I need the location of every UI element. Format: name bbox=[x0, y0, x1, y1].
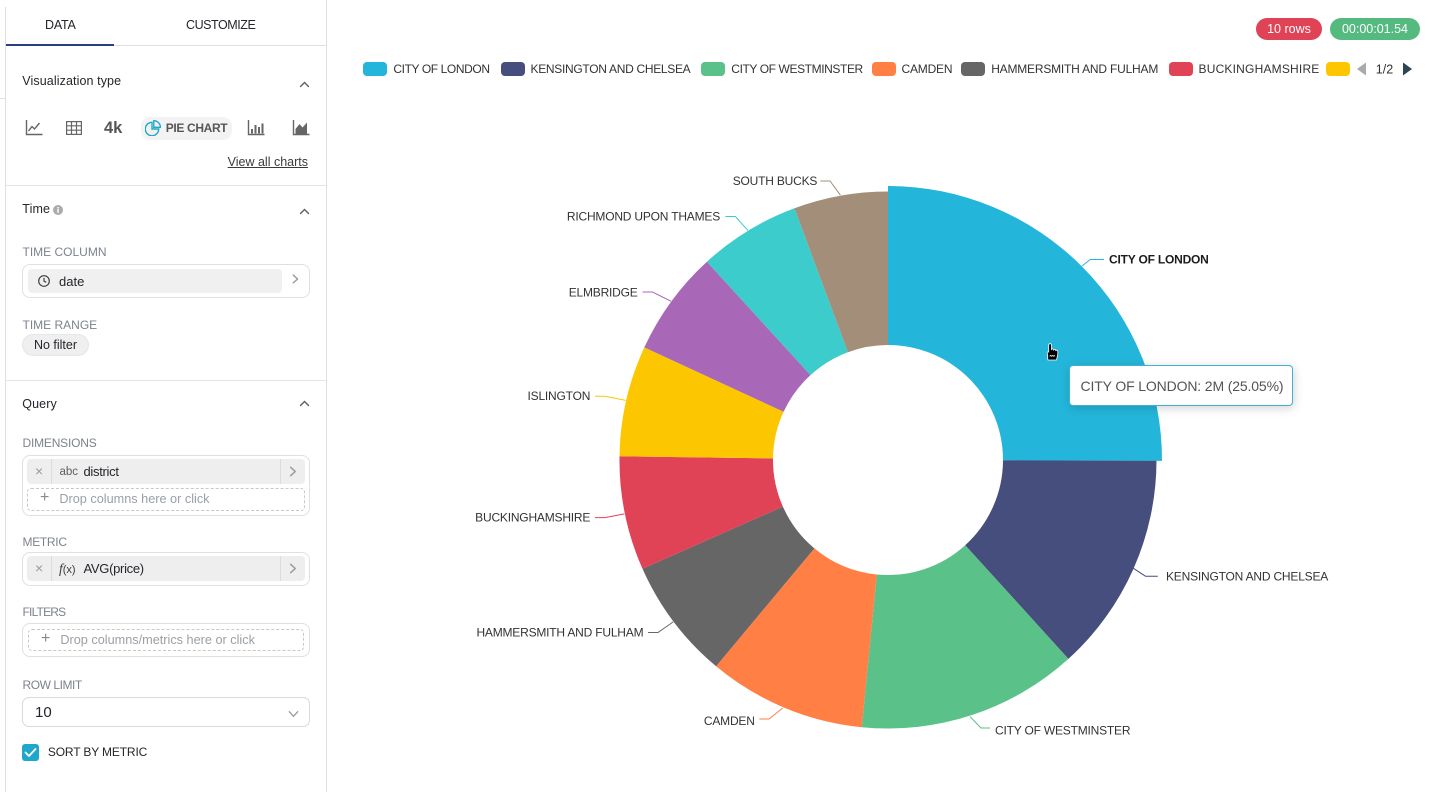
svg-text:BUCKINGHAMSHIRE: BUCKINGHAMSHIRE bbox=[475, 511, 590, 525]
svg-text:CITY OF WESTMINSTER: CITY OF WESTMINSTER bbox=[995, 724, 1131, 738]
svg-text:HAMMERSMITH AND FULHAM: HAMMERSMITH AND FULHAM bbox=[476, 626, 643, 640]
svg-text:1/2: 1/2 bbox=[1376, 63, 1393, 77]
svg-text:RICHMOND UPON THAMES: RICHMOND UPON THAMES bbox=[567, 210, 720, 224]
svg-text:SOUTH BUCKS: SOUTH BUCKS bbox=[733, 174, 818, 188]
svg-text:ISLINGTON: ISLINGTON bbox=[528, 389, 591, 403]
svg-text:KENSINGTON AND CHELSEA: KENSINGTON AND CHELSEA bbox=[1166, 570, 1328, 584]
svg-text:CITY OF LONDON: CITY OF LONDON bbox=[1109, 253, 1209, 267]
svg-text:CAMDEN: CAMDEN bbox=[704, 714, 755, 728]
svg-text:ELMBRIDGE: ELMBRIDGE bbox=[569, 286, 638, 300]
